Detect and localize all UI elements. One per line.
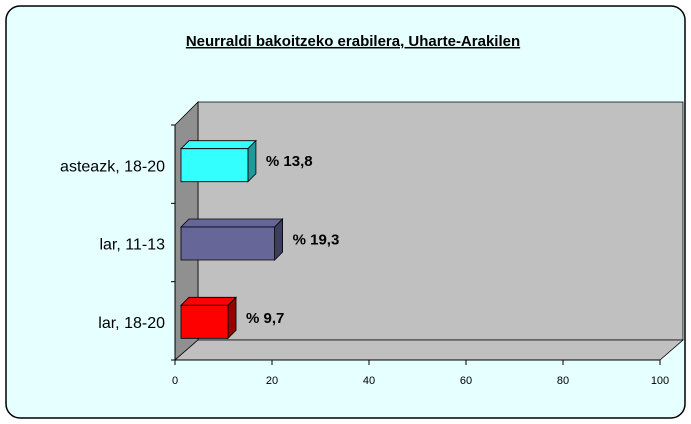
bar-top bbox=[180, 296, 238, 306]
category-label: lar, 11-13 bbox=[99, 237, 165, 254]
bar-front bbox=[180, 148, 249, 183]
category-label: lar, 18-20 bbox=[98, 315, 165, 332]
bar bbox=[180, 296, 238, 340]
value-label: % 13,8 bbox=[266, 153, 313, 170]
x-tick-label: 100 bbox=[651, 375, 669, 387]
bar-front bbox=[180, 304, 229, 339]
floor bbox=[173, 339, 685, 361]
bar-top bbox=[180, 218, 284, 228]
bar bbox=[180, 139, 257, 183]
bar-front bbox=[180, 226, 276, 261]
bar bbox=[180, 218, 284, 261]
value-label: % 19,3 bbox=[293, 231, 340, 248]
category-label: asteazk, 18-20 bbox=[60, 158, 165, 175]
x-tick-label: 20 bbox=[266, 375, 278, 387]
x-tick-label: 60 bbox=[460, 375, 472, 387]
x-tick-label: 40 bbox=[363, 375, 375, 387]
value-label: % 9,7 bbox=[246, 310, 284, 327]
chart-title: Neurraldi bakoitzeko erabilera, Uharte-A… bbox=[186, 33, 520, 50]
bar-top bbox=[180, 140, 257, 150]
x-tick-label: 80 bbox=[557, 375, 569, 387]
x-tick-label: 0 bbox=[172, 375, 178, 387]
